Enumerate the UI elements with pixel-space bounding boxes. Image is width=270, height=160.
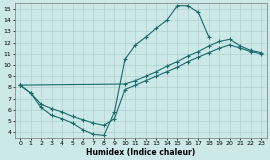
- X-axis label: Humidex (Indice chaleur): Humidex (Indice chaleur): [86, 148, 195, 156]
